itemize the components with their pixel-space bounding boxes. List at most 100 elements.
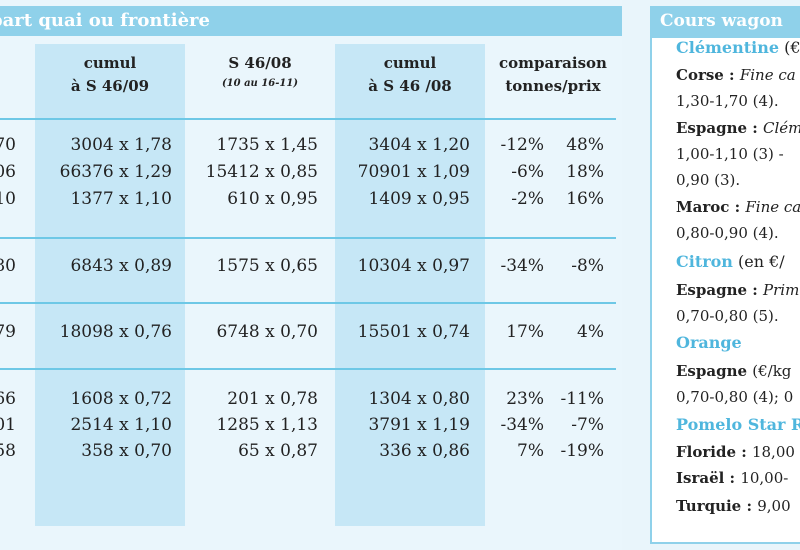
divider: [0, 302, 616, 304]
table-cell: 17%: [506, 322, 544, 342]
table-cell: 1608 x 0,72: [70, 389, 172, 409]
product-heading: Clémentine (€: [676, 38, 800, 58]
line-part-a: Corse :: [676, 66, 740, 84]
table-cell: 18%: [566, 162, 604, 182]
table-cell: 1735 x 1,45: [216, 135, 318, 155]
line-part-a: Pomelo Star R: [676, 415, 800, 434]
table-cell: 1409 x 0,95: [368, 189, 470, 209]
table-cell: 15501 x 0,74: [357, 322, 470, 342]
price-line: Maroc : Fine ca: [676, 197, 800, 217]
line-part-a: 0,90 (3).: [676, 171, 741, 189]
table-cell: 58: [0, 441, 16, 461]
table-cell: 01: [0, 415, 16, 435]
divider: [0, 237, 616, 239]
line-part-a: Espagne :: [676, 281, 764, 299]
table-cell: 66376 x 1,29: [59, 162, 172, 182]
line-part-b: 9,00: [757, 497, 791, 515]
table-cell: 1304 x 0,80: [368, 389, 470, 409]
product-heading: Orange: [676, 333, 742, 353]
line-part-a: Espagne: [676, 362, 753, 380]
table-header-title: part quai ou frontière: [0, 10, 210, 31]
column-header-0: ): [0, 52, 10, 75]
line-part-a: 0,70-0,80 (5).: [676, 307, 779, 325]
line-part-b: 18,00: [751, 443, 795, 461]
line-part-b: Clém: [763, 119, 800, 137]
price-line: 0,70-0,80 (4); 0: [676, 387, 793, 407]
table-cell: 1575 x 0,65: [216, 256, 318, 276]
price-line: 1,00-1,10 (3) -: [676, 144, 784, 164]
table-cell: 1377 x 1,10: [70, 189, 172, 209]
line-part-a: Orange: [676, 333, 742, 352]
line-part-a: Maroc :: [676, 198, 746, 216]
column-header-line1: cumul: [83, 54, 137, 72]
column-header-comparaison: comparaison tonnes/prix: [490, 52, 616, 98]
table-cell: 15412 x 0,85: [205, 162, 318, 182]
line-part-a: 0,80-0,90 (4).: [676, 224, 779, 242]
table-cell: 2514 x 1,10: [70, 415, 172, 435]
table-cell: 18098 x 0,76: [59, 322, 172, 342]
column-header-line1: comparaison: [499, 54, 607, 72]
table-cell: 66: [0, 389, 16, 409]
line-part-b: 10,00-: [740, 469, 789, 487]
divider: [0, 118, 616, 120]
price-line: Espagne : Prim: [676, 280, 799, 300]
table-cell: 358 x 0,70: [81, 441, 172, 461]
right-panel-cours-wagon: Cours wagon Clémentine (€ Corse : Fine ca…: [650, 0, 800, 550]
column-header-line2: à S 46/09: [70, 77, 150, 95]
table-cell: 3404 x 1,20: [368, 135, 470, 155]
table-cell: -12%: [500, 135, 544, 155]
table-cell: -6%: [511, 162, 544, 182]
line-part-a: 1,30-1,70 (4).: [676, 92, 779, 110]
price-line: 1,30-1,70 (4).: [676, 91, 779, 111]
line-part-b: (en €/: [732, 252, 785, 271]
line-part-b: Fine ca: [739, 66, 796, 84]
table-cell: 80: [0, 256, 16, 276]
price-line: Turquie : 9,00: [676, 496, 791, 516]
price-line: Corse : Fine ca: [676, 65, 796, 85]
price-line: 0,70-0,80 (5).: [676, 306, 779, 326]
price-line: 0,90 (3).: [676, 170, 740, 190]
product-heading: Citron (en €/: [676, 252, 785, 272]
table-cell: 4%: [577, 322, 604, 342]
table-cell: -2%: [511, 189, 544, 209]
price-line: 0,80-0,90 (4).: [676, 223, 779, 243]
table-cell: 23%: [506, 389, 544, 409]
line-part-a: Israël :: [676, 469, 741, 487]
table-cell: 70: [0, 135, 16, 155]
divider: [0, 368, 616, 370]
table-cell: 48%: [566, 135, 604, 155]
table-cell: -19%: [560, 441, 604, 461]
left-table-panel: part quai ou frontière ) cumul à S 46/09…: [0, 6, 622, 526]
column-header-cumul-09: cumul à S 46/09: [35, 52, 185, 98]
table-cell: 3791 x 1,19: [368, 415, 470, 435]
table-cell: 201 x 0,78: [227, 389, 318, 409]
product-heading: Pomelo Star R: [676, 415, 800, 435]
table-cell: 6843 x 0,89: [70, 256, 172, 276]
column-header-line1: S 46/08: [228, 54, 292, 72]
line-part-b: Prim: [763, 281, 800, 299]
table-header-bar: part quai ou frontière: [0, 6, 622, 36]
table-cell: 6748 x 0,70: [216, 322, 318, 342]
table-cell: 70901 x 1,09: [357, 162, 470, 182]
column-header-s46-08: S 46/08 (10 au 16-11): [185, 52, 335, 93]
table-cell: -34%: [500, 415, 544, 435]
price-line: Espagne : Clém: [676, 118, 800, 138]
table-cell: 610 x 0,95: [227, 189, 318, 209]
right-panel-box: [650, 36, 800, 544]
table-cell: 06: [0, 162, 16, 182]
table-cell: 79: [0, 322, 16, 342]
column-shade-cumul-09: [35, 44, 185, 526]
table-cell: 16%: [566, 189, 604, 209]
line-part-b: (€: [779, 38, 800, 57]
table-cell: -7%: [571, 415, 604, 435]
column-header-line2: à S 46 /08: [368, 77, 452, 95]
table-cell: 336 x 0,86: [379, 441, 470, 461]
line-part-a: Espagne :: [676, 119, 764, 137]
table-cell: -34%: [500, 256, 544, 276]
column-header-line1: cumul: [383, 54, 437, 72]
price-line: Israël : 10,00-: [676, 468, 788, 488]
table-cell: 65 x 0,87: [238, 441, 318, 461]
column-shade-cumul-08: [335, 44, 485, 526]
line-part-a: 1,00-1,10 (3) -: [676, 145, 784, 163]
price-line: Espagne (€/kg: [676, 361, 791, 381]
